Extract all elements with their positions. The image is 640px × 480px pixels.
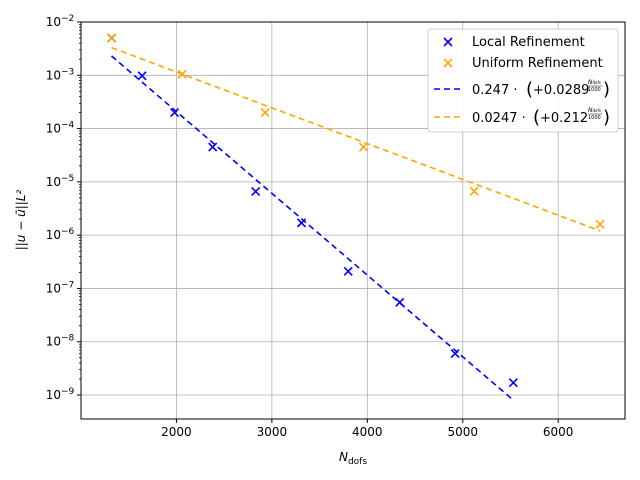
data-point-1-0 xyxy=(106,33,117,43)
y-axis-label: ||u − ũ||L² xyxy=(14,190,28,251)
fit-uniform-coef: 0.0247 · xyxy=(472,111,526,126)
fit-local-exp-num: Ndofs xyxy=(588,79,601,86)
x-tick-label: 5000 xyxy=(447,425,478,439)
data-points xyxy=(106,33,605,388)
fit-lines xyxy=(111,46,601,401)
fit-local-paren-close: ) xyxy=(603,79,610,100)
legend-label-fit-uniform: 0.0247 · ( +0.212 Ndofs 1000 ) xyxy=(472,107,610,128)
y-tick-label-exponent: −4 xyxy=(61,121,75,131)
legend-label-local: Local Refinement xyxy=(472,35,585,50)
y-tick-label-exponent: −9 xyxy=(61,387,75,397)
data-point-0-5 xyxy=(296,218,307,228)
fit-local-coef: 0.247 · xyxy=(472,83,517,98)
y-tick-label-exponent: −3 xyxy=(61,67,74,77)
y-tick-label-exponent: −8 xyxy=(61,334,75,344)
y-tick-label-exponent: −7 xyxy=(61,280,74,290)
fit-uniform-paren-open: ( xyxy=(533,107,540,128)
x-axis-label-sub: dofs xyxy=(348,457,367,467)
data-point-0-3 xyxy=(208,142,218,152)
y-tick-label: 10 xyxy=(46,68,61,82)
x-tick-label: 4000 xyxy=(352,425,383,439)
y-axis-ticks: 10−210−310−410−510−610−710−810−9 xyxy=(46,14,81,402)
data-point-0-9 xyxy=(508,378,518,388)
data-point-0-4 xyxy=(251,186,261,197)
x-axis-label: Ndofs xyxy=(339,450,367,467)
data-point-1-4 xyxy=(469,186,479,196)
x-tick-label: 2000 xyxy=(161,425,192,439)
data-point-0-7 xyxy=(395,297,405,307)
y-tick-label: 10 xyxy=(46,281,61,295)
fit-uniform-base: +0.212 xyxy=(540,111,588,126)
y-tick-label: 10 xyxy=(46,15,61,29)
legend-label-uniform: Uniform Refinement xyxy=(472,56,603,71)
x-tick-label: 3000 xyxy=(257,425,288,439)
data-point-0-1 xyxy=(137,71,147,81)
data-point-1-1 xyxy=(177,69,187,79)
data-point-0-2 xyxy=(169,107,180,118)
legend-box xyxy=(427,28,619,133)
y-tick-label: 10 xyxy=(46,175,61,189)
fit-uniform-exp-den: 1000 xyxy=(588,115,601,121)
fit-line-3 xyxy=(111,46,601,232)
fit-local-base: +0.0289 xyxy=(533,83,589,98)
y-tick-label-exponent: −5 xyxy=(61,174,74,184)
data-point-1-5 xyxy=(595,219,605,229)
fit-line-2 xyxy=(111,55,514,401)
x-axis-ticks: 2000 3000 4000 5000 6000 xyxy=(161,419,573,439)
y-tick-label: 10 xyxy=(46,228,61,242)
fit-local-paren-open: ( xyxy=(526,79,533,100)
legend: Local Refinement Uniform Refinement 0.24… xyxy=(427,28,619,133)
fit-uniform-paren-close: ) xyxy=(603,107,610,128)
legend-marker-uniform xyxy=(443,58,453,68)
y-tick-label: 10 xyxy=(46,388,61,402)
plot-frame xyxy=(80,21,626,420)
y-tick-label: 10 xyxy=(46,122,61,136)
y-tick-label: 10 xyxy=(46,335,61,349)
legend-marker-local xyxy=(443,37,453,47)
data-point-1-2 xyxy=(260,107,270,118)
data-point-1-3 xyxy=(358,142,369,152)
y-tick-label-exponent: −2 xyxy=(61,14,74,24)
data-point-0-8 xyxy=(450,348,460,359)
fit-local-exp-den: 1000 xyxy=(588,87,601,93)
data-point-0-6 xyxy=(343,266,353,276)
fit-uniform-exp-num: Ndofs xyxy=(588,107,601,114)
y-tick-label-exponent: −6 xyxy=(61,227,75,237)
x-tick-label: 6000 xyxy=(543,425,574,439)
x-axis-label-main: N xyxy=(339,450,348,464)
legend-label-fit-local: 0.247 · ( +0.0289 Ndofs 1000 ) xyxy=(472,79,610,100)
